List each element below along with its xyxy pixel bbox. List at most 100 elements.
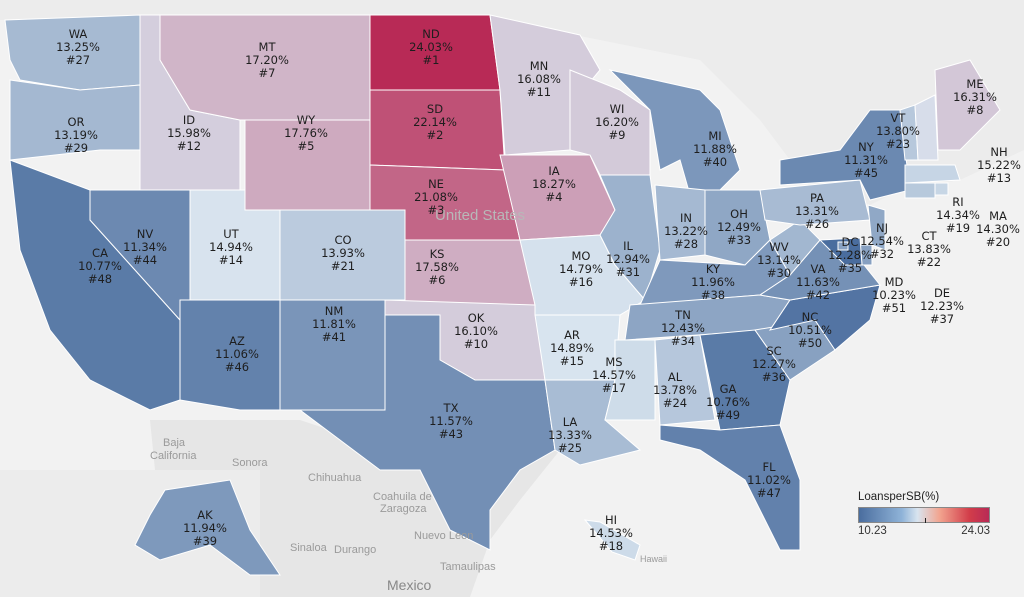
state-label-al-value: 13.78% [653,383,697,397]
state-label-il-value: 12.94% [606,252,650,266]
state-label-nh-abbr: NH [990,145,1007,159]
state-label-nm-value: 11.81% [312,317,356,331]
geo-baja: Baja [163,437,186,449]
state-label-co-rank: #21 [331,259,355,273]
state-label-mi-rank: #40 [703,155,727,169]
state-label-nh-rank: #13 [987,171,1011,185]
state-label-or-rank: #29 [64,141,88,155]
state-fl[interactable] [659,424,801,551]
state-pa[interactable] [759,179,871,226]
state-label-de-abbr: DE [934,286,950,300]
geo-sinaloa: Sinaloa [290,542,328,554]
color-legend: LoansperSB(%) 10.23 24.03 [858,491,990,537]
state-label-ga-value: 10.76% [706,395,750,409]
state-label-wv-rank: #30 [767,266,791,280]
state-label-ca-rank: #48 [88,272,112,286]
state-label-ny-value: 11.31% [844,153,888,167]
state-hi[interactable] [583,519,641,561]
state-label-ak-abbr: AK [197,508,213,522]
state-label-md-value: 10.23% [872,288,916,302]
state-label-nd-value: 24.03% [409,40,453,54]
state-label-sc-rank: #36 [762,370,786,384]
state-label-pa-abbr: PA [810,191,824,205]
state-label-id-value: 15.98% [167,126,211,140]
state-label-tn-abbr: TN [674,308,691,322]
state-label-ca-value: 10.77% [78,259,122,273]
state-label-ga-abbr: GA [720,382,737,396]
state-label-ia-value: 18.27% [532,177,576,191]
state-label-id-rank: #12 [177,139,201,153]
state-ma[interactable] [904,164,961,184]
state-label-me-rank: #8 [967,103,984,117]
state-label-ct-rank: #22 [917,255,941,269]
legend-min: 10.23 [858,525,887,537]
state-label-il-abbr: IL [623,239,633,253]
state-label-or-abbr: OR [67,115,84,129]
state-ri[interactable] [934,182,949,196]
state-label-nv-value: 11.34% [123,240,167,254]
state-label-ny-rank: #45 [854,166,878,180]
state-label-la-value: 13.33% [548,428,592,442]
geo-hawaii: Hawaii [640,554,667,564]
state-az[interactable] [179,299,281,411]
state-label-pa-value: 13.31% [795,204,839,218]
state-label-wi-value: 16.20% [595,115,639,129]
state-label-ut-abbr: UT [223,227,239,241]
geo-coahuila-1: Coahuila de [373,491,432,503]
geo-coahuila-2: Zaragoza [380,503,427,515]
state-label-nm-rank: #41 [322,330,346,344]
state-label-dc-rank: #35 [838,261,862,275]
state-label-me-abbr: ME [966,77,983,91]
state-label-ia-abbr: IA [548,164,559,178]
state-label-va-rank: #42 [806,288,830,302]
state-label-ri-rank: #19 [946,221,970,235]
state-label-ms-abbr: MS [605,355,622,369]
state-label-vt-abbr: VT [891,111,907,125]
state-nh[interactable] [914,94,939,161]
state-ga[interactable] [699,329,791,431]
legend-range: 10.23 24.03 [858,525,990,537]
state-il[interactable] [599,174,661,302]
state-ct[interactable] [904,182,936,199]
state-ms[interactable] [604,339,656,421]
state-label-sc-abbr: SC [766,344,781,358]
state-label-nj-rank: #32 [870,247,894,261]
state-label-in-abbr: IN [680,211,692,225]
state-label-hi-rank: #18 [599,539,623,553]
state-al[interactable] [654,334,716,426]
state-dc[interactable] [837,241,849,251]
state-label-hi-abbr: HI [605,513,617,527]
state-label-ok-rank: #10 [464,337,488,351]
state-label-co-abbr: CO [334,233,351,247]
state-label-mt-value: 17.20% [245,53,289,67]
legend-title: LoansperSB(%) [858,491,940,503]
state-label-mn-rank: #11 [527,85,551,99]
state-label-wv-abbr: WV [769,240,788,254]
state-nj[interactable] [867,204,886,251]
geo-tamaulipas: Tamaulipas [440,561,496,573]
state-label-ut-value: 14.94% [209,240,253,254]
state-me[interactable] [934,59,1001,151]
state-label-md-abbr: MD [885,275,904,289]
state-label-vt-value: 13.80% [876,124,920,138]
state-tx[interactable] [298,314,556,551]
legend-gradient-bar [858,507,990,523]
state-label-ri-value: 14.34% [936,208,980,222]
state-label-ms-value: 14.57% [592,368,636,382]
state-md[interactable] [818,237,863,266]
state-label-mn-value: 16.08% [517,72,561,86]
state-label-nv-rank: #44 [133,253,157,267]
state-label-wv-value: 13.14% [757,253,801,267]
state-label-oh-value: 12.49% [717,220,761,234]
state-label-ca-abbr: CA [92,246,108,260]
state-label-wy-value: 17.76% [284,126,328,140]
state-ak[interactable] [134,479,281,576]
state-label-wy-abbr: WY [297,113,316,127]
state-label-al-abbr: AL [668,370,683,384]
state-label-nj-abbr: NJ [876,221,888,235]
country-label: United States [435,207,525,224]
state-label-wi-rank: #9 [609,128,626,142]
state-label-md-rank: #51 [882,301,906,315]
state-label-tn-value: 12.43% [661,321,705,335]
state-label-al-rank: #24 [663,396,687,410]
